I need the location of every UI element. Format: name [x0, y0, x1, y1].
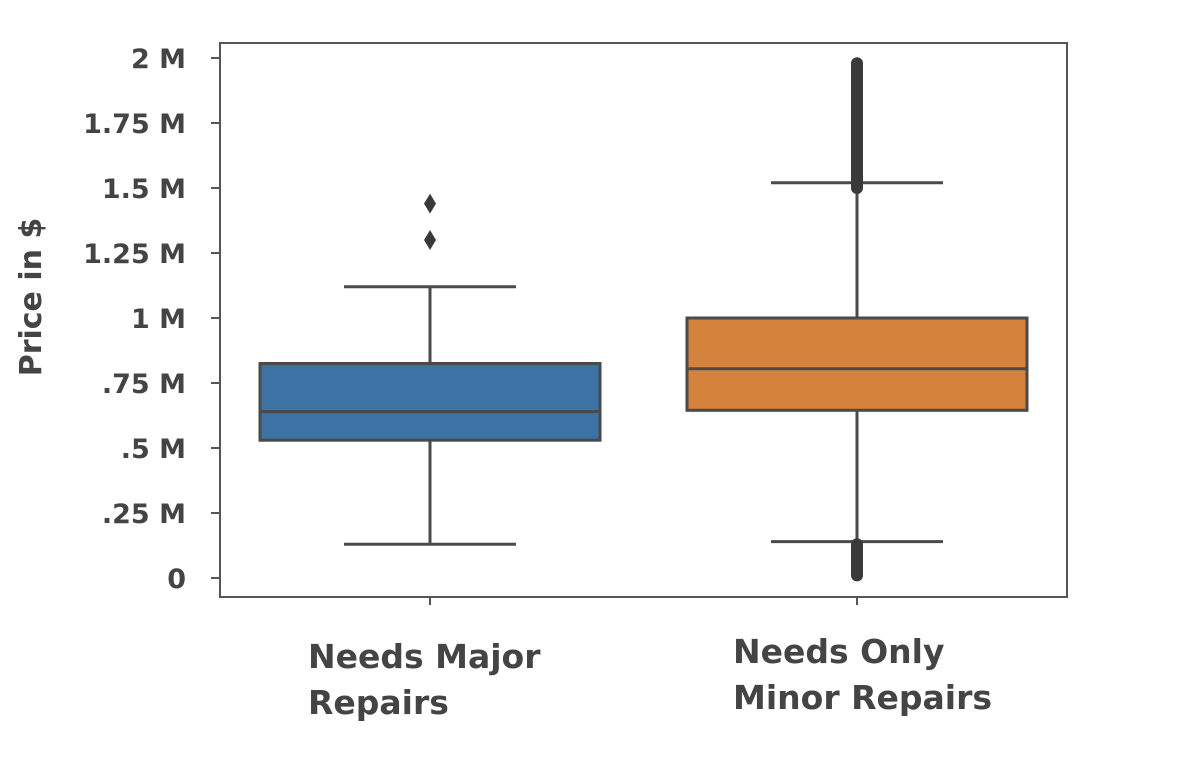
iqr-box	[258, 362, 602, 442]
y-tick-label: .5 M	[121, 434, 186, 465]
boxes	[258, 57, 1029, 582]
y-axis-ticks: 0 .25 M .5 M .75 M 1 M 1.25 M 1.5 M 1.75 M 2 M	[83, 44, 219, 595]
y-tick-label: 1.25 M	[83, 239, 186, 270]
y-tick-label: 0	[167, 564, 186, 595]
outlier-point	[424, 230, 436, 250]
category-label: Needs Only	[733, 632, 945, 671]
outlier-point	[424, 193, 436, 214]
y-tick-label: 1 M	[131, 304, 186, 335]
category-label: Needs Major	[308, 637, 541, 676]
category-label: Repairs	[308, 683, 449, 722]
y-axis-title: Price in $	[14, 218, 49, 377]
outlier-cluster	[851, 57, 863, 195]
y-tick-label: 1.5 M	[102, 174, 186, 205]
x-axis-labels: Needs Major Repairs Needs Only Minor Repair…	[308, 597, 992, 722]
category-label: Minor Repairs	[733, 678, 992, 717]
y-tick-label: .75 M	[102, 369, 186, 400]
y-tick-label: 2 M	[131, 44, 186, 75]
plot-frame	[219, 42, 1068, 598]
y-tick-label: .25 M	[102, 499, 186, 530]
outlier-cluster	[851, 538, 863, 582]
y-tick-label: 1.75 M	[83, 109, 186, 140]
iqr-box	[685, 316, 1029, 412]
